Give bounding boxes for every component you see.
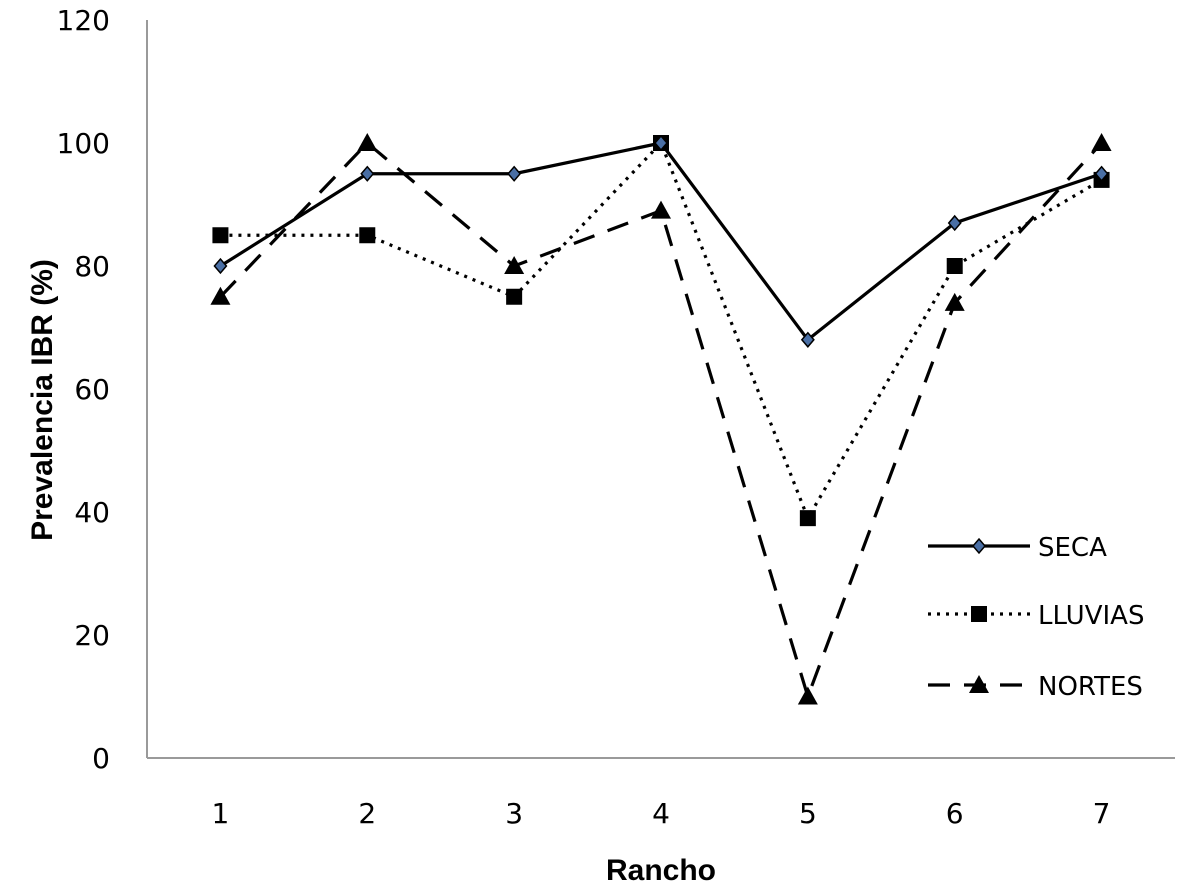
legend-label-lluvias: LLUVIAS: [1038, 601, 1144, 631]
data-point-seca: [507, 165, 522, 182]
data-point-seca: [947, 214, 962, 232]
x-tick-label: 5: [799, 797, 817, 830]
x-tick-label: 2: [358, 797, 376, 830]
x-tick-label: 1: [212, 797, 230, 830]
legend-marker-seca: [972, 537, 986, 555]
y-axis-title: Prevalencia IBR (%): [26, 259, 59, 541]
x-tick-labels: 1 2 3 4 5 6 7: [212, 797, 1111, 830]
y-tick-label: 100: [57, 127, 110, 160]
series-line-seca: [219, 141, 1103, 342]
data-point-seca: [1094, 165, 1109, 182]
series-line-lluvias: [220, 141, 1103, 520]
x-tick-label: 6: [946, 797, 964, 830]
series-line-nortes: [219, 141, 1103, 699]
data-point-nortes: [797, 686, 818, 705]
legend-marker-lluvias: [971, 606, 987, 622]
data-point-nortes: [357, 133, 378, 151]
data-point-lluvias: [799, 510, 816, 527]
y-tick-label: 80: [74, 250, 110, 283]
y-tick-label: 20: [74, 619, 110, 652]
data-point-seca: [800, 331, 815, 348]
x-axis-title: Rancho: [606, 854, 716, 884]
data-point-nortes: [944, 292, 965, 311]
y-tick-label: 120: [57, 4, 110, 37]
x-tick-label: 7: [1093, 797, 1111, 830]
legend-label-seca: SECA: [1038, 533, 1107, 563]
y-tick-label: 60: [74, 373, 110, 406]
data-point-nortes: [651, 200, 671, 219]
data-point-nortes: [1091, 133, 1112, 151]
y-tick-labels: 0 20 40 60 80 100 120: [57, 4, 110, 775]
legend: SECA LLUVIAS NORTES: [928, 533, 1144, 702]
data-point-nortes: [210, 286, 231, 305]
x-tick-label: 3: [505, 797, 523, 830]
legend-label-nortes: NORTES: [1038, 672, 1143, 702]
legend-marker-nortes: [969, 675, 989, 693]
data-point-seca: [213, 257, 228, 275]
data-point-lluvias: [212, 227, 229, 244]
data-point-seca: [654, 134, 668, 152]
y-tick-label: 0: [92, 742, 110, 775]
y-tick-label: 40: [74, 496, 110, 529]
data-point-lluvias: [359, 227, 376, 244]
data-point-nortes: [504, 256, 525, 274]
x-tick-label: 4: [652, 797, 670, 830]
data-point-lluvias: [506, 288, 523, 305]
series-group: [210, 133, 1112, 705]
data-point-seca: [360, 165, 375, 182]
data-point-lluvias: [946, 258, 963, 274]
